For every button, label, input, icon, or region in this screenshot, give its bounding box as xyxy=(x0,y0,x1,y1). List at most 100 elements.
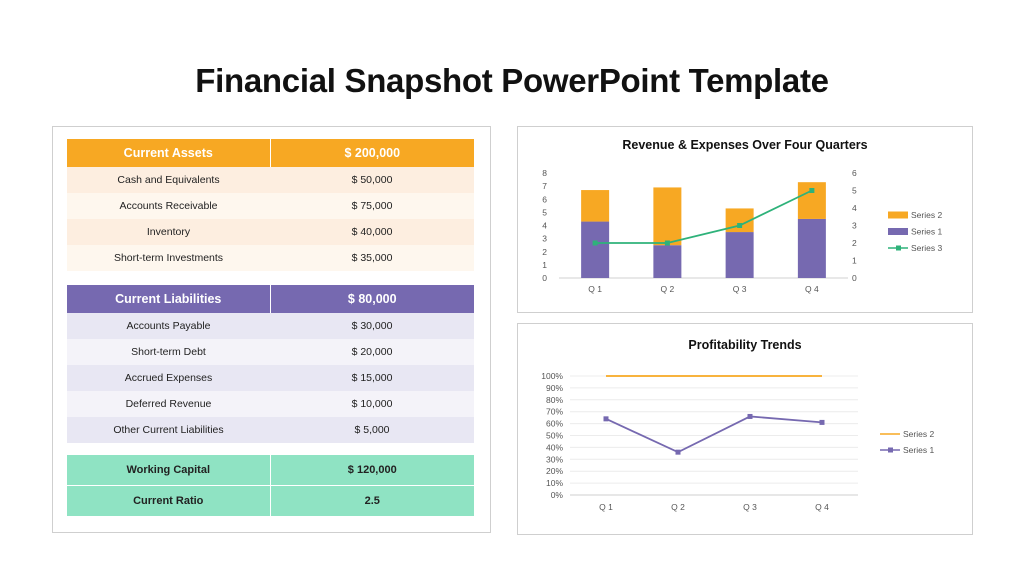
summary-table: Working Capital $ 120,000 Current Ratio … xyxy=(67,455,474,516)
current-ratio-value: 2.5 xyxy=(270,485,474,516)
asset-value: $ 40,000 xyxy=(270,219,474,245)
series-3-point xyxy=(737,223,743,228)
revenue-expenses-chart-panel: Revenue & Expenses Over Four Quarters 0 1… xyxy=(517,126,973,313)
x-tick-label: Q 2 xyxy=(661,284,675,294)
y-tick-label: 80% xyxy=(546,395,563,405)
x-tick-label: Q 1 xyxy=(588,284,602,294)
series-1-point xyxy=(747,413,753,419)
y-tick-label: 5 xyxy=(542,207,547,217)
legend-label: Series 2 xyxy=(903,429,934,439)
legend-marker xyxy=(896,245,901,251)
y2-tick-label: 0 xyxy=(852,273,857,283)
y-tick-label: 1 xyxy=(542,260,547,270)
table-row: Short-term Investments $ 35,000 xyxy=(67,245,474,271)
current-assets-table: Current Assets $ 200,000 Cash and Equiva… xyxy=(67,139,474,271)
table-row: Deferred Revenue $ 10,000 xyxy=(67,391,474,417)
y-tick-label: 6 xyxy=(542,194,547,204)
asset-label: Cash and Equivalents xyxy=(67,167,270,193)
y-tick-label: 20% xyxy=(546,466,563,476)
y-tick-label: 50% xyxy=(546,431,563,441)
legend-label: Series 3 xyxy=(911,243,942,253)
y2-tick-label: 5 xyxy=(852,186,857,196)
asset-value: $ 35,000 xyxy=(270,245,474,271)
table-row: Cash and Equivalents $ 50,000 xyxy=(67,167,474,193)
bar-series-1 xyxy=(797,218,826,278)
series-1-point xyxy=(603,416,609,422)
chart-title: Profitability Trends xyxy=(688,338,802,352)
working-capital-value: $ 120,000 xyxy=(270,455,474,486)
liability-label: Short-term Debt xyxy=(67,339,270,365)
profitability-chart: 0% 10% 20% 30% 40%50% 60% 70% 80% 90% 100% Q 1 Q 2 Q… xyxy=(541,371,934,512)
current-assets-header: Current Assets $ 200,000 xyxy=(67,139,474,167)
y-tick-label: 8 xyxy=(542,168,547,178)
liability-value: $ 5,000 xyxy=(270,417,474,443)
y-tick-label: 0% xyxy=(551,490,564,500)
asset-label: Accounts Receivable xyxy=(67,193,270,219)
y2-tick-label: 4 xyxy=(852,203,857,213)
series-3-point xyxy=(809,188,815,193)
legend-label: Series 1 xyxy=(911,227,942,237)
page-title: Financial Snapshot PowerPoint Template xyxy=(195,62,829,99)
liability-value: $ 15,000 xyxy=(270,365,474,391)
y-tick-label: 0 xyxy=(542,273,547,283)
series-3-point xyxy=(664,240,670,246)
liability-value: $ 10,000 xyxy=(270,391,474,417)
x-tick-label: Q 3 xyxy=(743,502,757,512)
current-liabilities-header: Current Liabilities $ 80,000 xyxy=(67,285,474,313)
series-3-line xyxy=(595,189,813,244)
table-row: Inventory $ 40,000 xyxy=(67,219,474,245)
y-tick-label: 70% xyxy=(546,407,563,417)
x-tick-label: Q 4 xyxy=(805,284,819,294)
current-liabilities-label: Current Liabilities xyxy=(67,285,271,313)
legend-swatch xyxy=(888,211,908,219)
series-1-line xyxy=(605,415,823,454)
series-1-point xyxy=(675,449,681,455)
x-tick-label: Q 1 xyxy=(599,502,613,512)
y-tick-label: 4 xyxy=(542,221,547,231)
chart-title: Revenue & Expenses Over Four Quarters xyxy=(622,138,868,152)
series-1-point xyxy=(819,419,825,425)
y2-tick-label: 1 xyxy=(852,256,857,266)
y-tick-label: 100% xyxy=(541,371,563,381)
current-liabilities-total: $ 80,000 xyxy=(270,285,474,313)
asset-label: Inventory xyxy=(67,219,270,245)
current-assets-label: Current Assets xyxy=(67,139,271,167)
liability-value: $ 20,000 xyxy=(270,339,474,365)
table-row: Accounts Payable $ 30,000 xyxy=(67,313,474,339)
x-tick-label: Q 4 xyxy=(815,502,829,512)
bar-series-2 xyxy=(797,182,826,219)
y2-tick-label: 6 xyxy=(852,168,857,178)
y-tick-label: 90% xyxy=(546,383,563,393)
table-row: Accounts Receivable $ 75,000 xyxy=(67,193,474,219)
asset-value: $ 50,000 xyxy=(270,167,474,193)
current-assets-total: $ 200,000 xyxy=(270,139,474,167)
table-row: Accrued Expenses $ 15,000 xyxy=(67,365,474,391)
working-capital-label: Working Capital xyxy=(67,455,271,486)
bar-series-2 xyxy=(581,190,610,222)
y2-tick-label: 3 xyxy=(852,221,857,231)
table-row: Short-term Debt $ 20,000 xyxy=(67,339,474,365)
current-ratio-row: Current Ratio 2.5 xyxy=(67,485,474,516)
revenue-expenses-chart: 0 1 2 3 4 5 6 7 8 0 1 2 3 4 5 6 Q 1 Q 2 Q 3 Q 4 Series 2 Seri… xyxy=(542,168,942,294)
current-ratio-label: Current Ratio xyxy=(67,485,271,516)
bar-series-1 xyxy=(653,245,682,278)
y2-tick-label: 2 xyxy=(852,238,857,248)
y-tick-label: 30% xyxy=(546,454,563,464)
bar-series-2 xyxy=(725,208,754,233)
liability-label: Accounts Payable xyxy=(67,313,270,339)
table-row: Other Current Liabilities $ 5,000 xyxy=(67,417,474,443)
working-capital-row: Working Capital $ 120,000 xyxy=(67,455,474,486)
legend-swatch xyxy=(888,228,908,235)
balance-table-panel: Current Assets $ 200,000 Cash and Equiva… xyxy=(52,126,491,533)
y-tick-label: 3 xyxy=(542,234,547,244)
x-tick-label: Q 3 xyxy=(733,284,747,294)
liability-label: Accrued Expenses xyxy=(67,365,270,391)
asset-label: Short-term Investments xyxy=(67,245,270,271)
liability-value: $ 30,000 xyxy=(270,313,474,339)
x-tick-label: Q 2 xyxy=(671,502,685,512)
liability-label: Deferred Revenue xyxy=(67,391,270,417)
y-tick-label: 7 xyxy=(542,181,547,191)
series-3-point xyxy=(592,240,598,246)
bar-series-1 xyxy=(581,221,610,278)
y-tick-label: 60% xyxy=(546,419,563,429)
